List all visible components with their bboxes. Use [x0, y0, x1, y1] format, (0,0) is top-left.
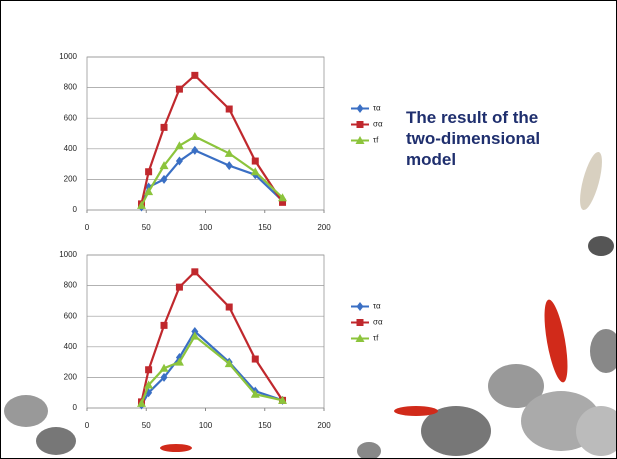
- data-point: [251, 355, 259, 363]
- data-point: [225, 105, 233, 113]
- legend-marker: [355, 136, 365, 144]
- data-point: [251, 157, 259, 165]
- legend-label: τf: [373, 334, 379, 343]
- data-point: [278, 395, 288, 404]
- legend-label: σα: [373, 120, 383, 129]
- data-point: [191, 145, 199, 155]
- y-tick-label: 800: [64, 281, 78, 290]
- series-line: [140, 135, 284, 206]
- series-line: [140, 329, 283, 406]
- x-tick-label: 50: [142, 223, 151, 232]
- data-point: [278, 193, 288, 202]
- data-point: [191, 268, 199, 276]
- data-point: [160, 123, 168, 131]
- data-point: [174, 357, 184, 366]
- data-point: [160, 321, 168, 329]
- data-point: [144, 380, 154, 389]
- series-line: [140, 270, 284, 403]
- y-tick-label: 0: [73, 205, 78, 214]
- y-tick-label: 1000: [59, 52, 77, 61]
- y-tick-label: 0: [73, 403, 78, 412]
- y-tick-label: 200: [64, 373, 78, 382]
- data-point: [160, 372, 168, 382]
- data-point: [144, 187, 154, 196]
- series-line: [140, 73, 284, 205]
- data-point: [190, 132, 200, 141]
- data-point: [137, 200, 147, 209]
- data-point: [250, 167, 260, 176]
- data-point: [175, 85, 183, 93]
- plot-area: [86, 56, 325, 211]
- data-point: [174, 141, 184, 150]
- legend-marker: [356, 319, 364, 326]
- legend-label: σα: [373, 318, 383, 327]
- data-point: [137, 398, 147, 407]
- x-tick-label: 0: [85, 223, 90, 232]
- data-point: [191, 327, 199, 336]
- x-tick-label: 200: [317, 223, 331, 232]
- data-point: [159, 161, 169, 170]
- legend-marker: [356, 104, 364, 113]
- y-tick-label: 800: [64, 83, 78, 92]
- y-tick-label: 1000: [59, 250, 77, 259]
- x-tick-label: 150: [258, 223, 272, 232]
- data-point: [191, 71, 199, 79]
- data-point: [175, 283, 183, 291]
- legend-label: τα: [373, 302, 381, 311]
- data-point: [159, 363, 169, 372]
- data-point: [160, 174, 168, 184]
- data-point: [225, 303, 233, 311]
- x-tick-label: 200: [317, 421, 331, 430]
- y-tick-label: 400: [64, 342, 78, 351]
- series-line: [140, 334, 283, 404]
- data-point: [175, 156, 183, 166]
- data-point: [225, 161, 233, 171]
- y-tick-label: 600: [64, 311, 78, 320]
- data-point: [190, 331, 200, 340]
- data-point: [224, 148, 234, 157]
- x-tick-label: 150: [258, 421, 272, 430]
- y-tick-label: 400: [64, 144, 78, 153]
- heading: The result of the two-dimensional model: [406, 108, 541, 169]
- legend-marker: [355, 334, 365, 342]
- data-point: [224, 359, 234, 368]
- legend-label: τf: [373, 136, 379, 145]
- legend-marker: [356, 302, 364, 311]
- x-tick-label: 0: [85, 421, 90, 430]
- x-tick-label: 100: [199, 223, 213, 232]
- legend-marker: [356, 121, 364, 128]
- y-tick-label: 200: [64, 175, 78, 184]
- x-tick-label: 100: [199, 421, 213, 430]
- legend-label: τα: [373, 104, 381, 113]
- y-tick-label: 600: [64, 113, 78, 122]
- data-point: [145, 168, 153, 176]
- plot-area: [86, 254, 325, 409]
- data-point: [145, 366, 153, 374]
- data-point: [250, 389, 260, 398]
- x-tick-label: 50: [142, 421, 151, 430]
- data-point: [279, 198, 287, 206]
- decor: [4, 151, 616, 458]
